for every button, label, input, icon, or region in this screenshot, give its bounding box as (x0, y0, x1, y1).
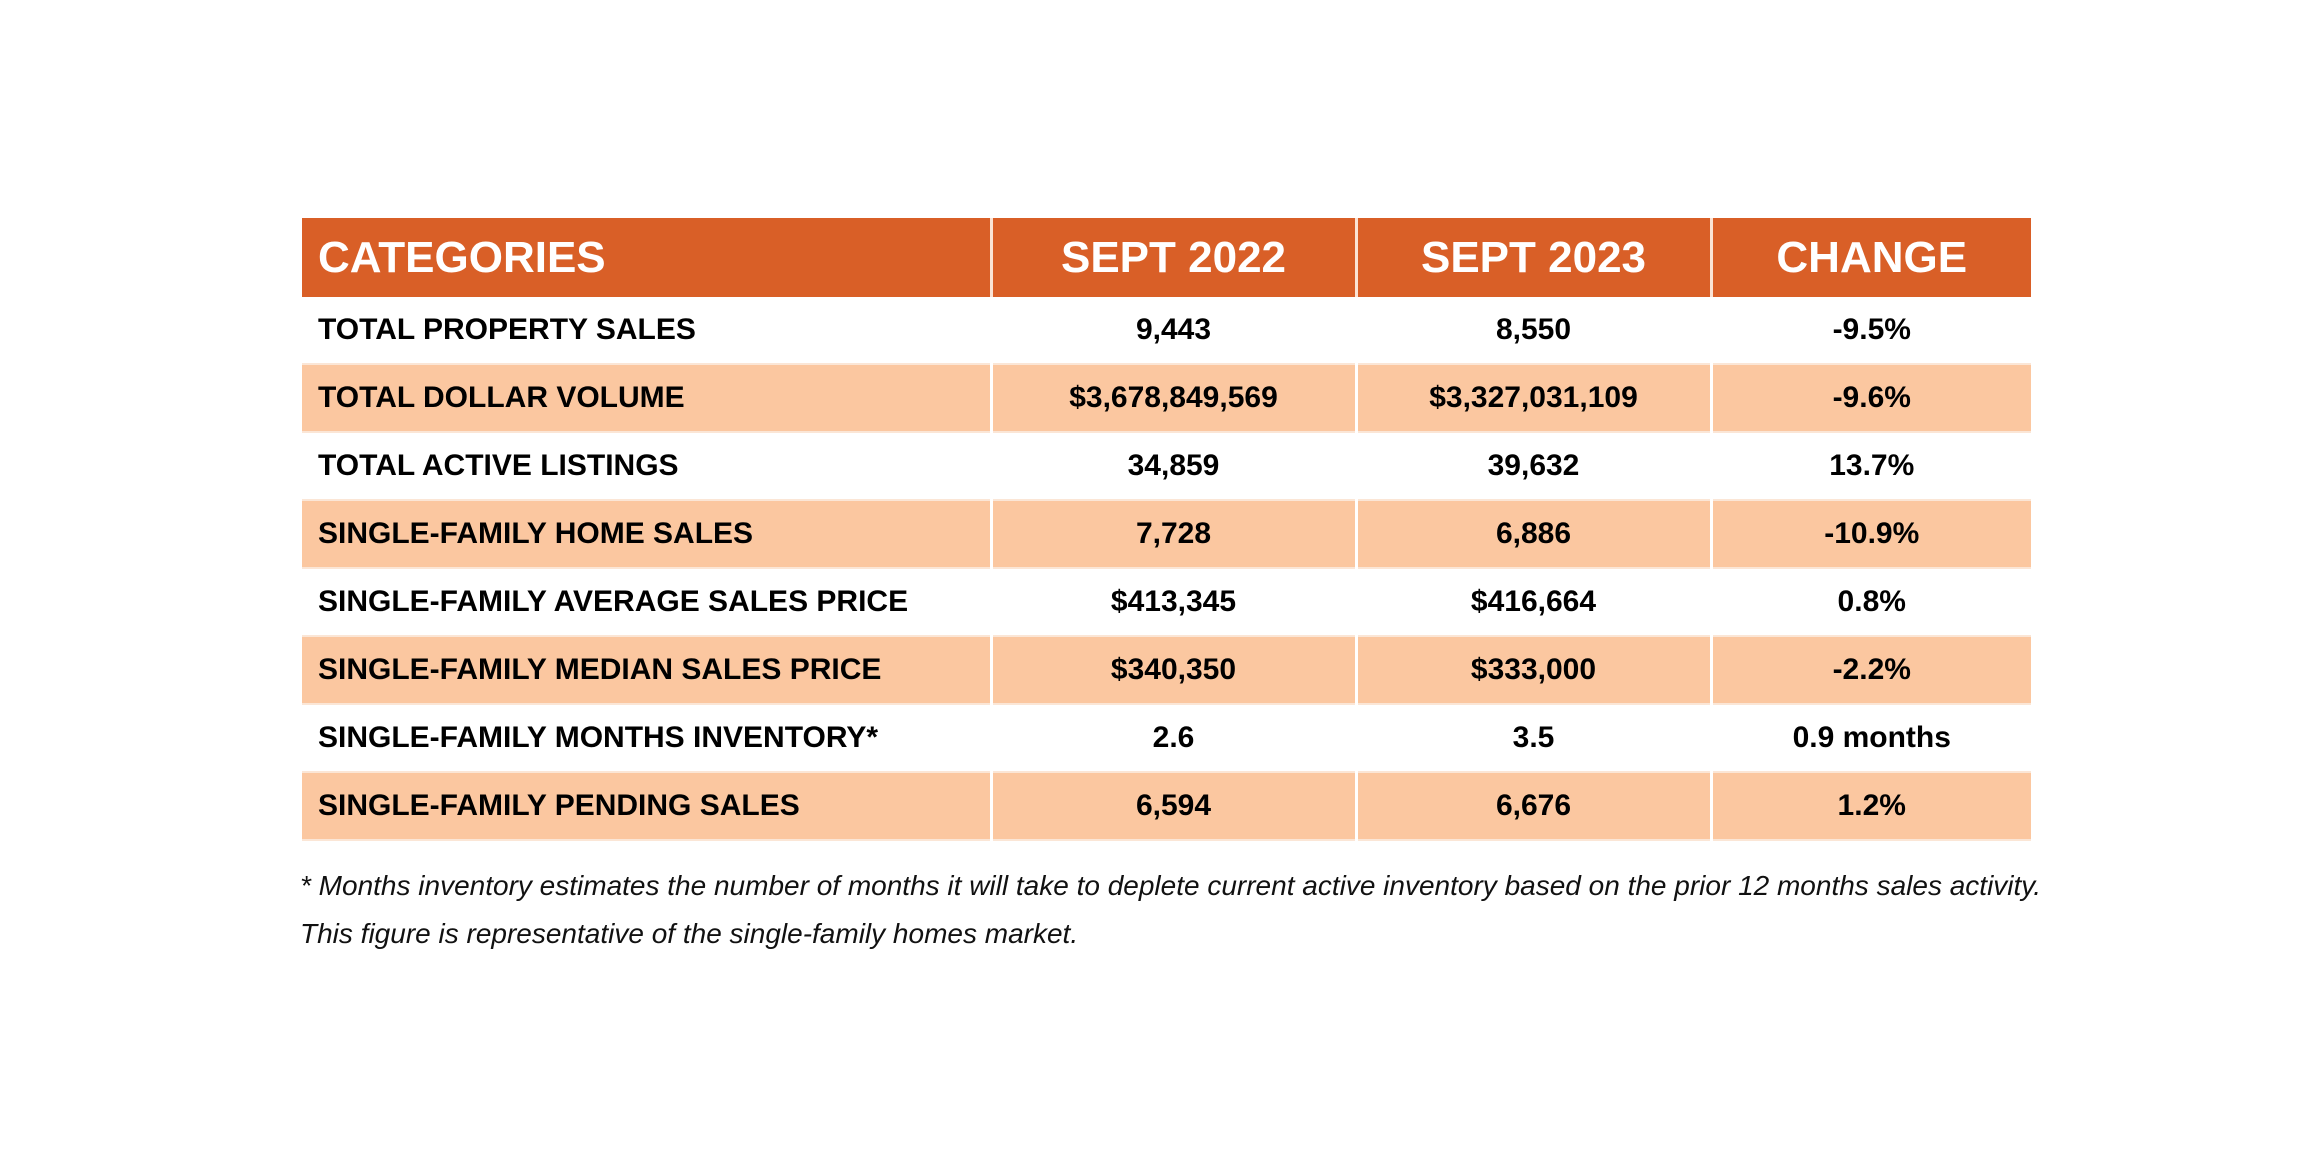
cell-sept-2023: $333,000 (1356, 635, 1713, 705)
cell-change: 13.7% (1829, 449, 1915, 482)
cell-change: 1.2% (1711, 771, 2031, 841)
cell-sept-2022: 34,859 (991, 432, 1358, 500)
table-row: SINGLE-FAMILY AVERAGE SALES PRICE $413,34… (302, 568, 2031, 636)
cell-category: SINGLE-FAMILY MEDIAN SALES PRICE (302, 635, 993, 705)
cell-sept-2023: 6,676 (1356, 771, 1713, 841)
header-sept-2022: SEPT 2022 (991, 218, 1358, 297)
header-change: CHANGE (1711, 218, 2031, 297)
header-sept-2023: SEPT 2023 (1356, 218, 1713, 297)
cell-category: TOTAL PROPERTY SALES (302, 297, 993, 364)
cell-sept-2023: $3,327,031,109 (1356, 363, 1713, 433)
cell-sept-2023: $416,664 (1356, 568, 1713, 636)
table-row: SINGLE-FAMILY MONTHS INVENTORY* 2.6 3.5 0.9… (302, 704, 2031, 772)
cell-sept-2022: 7,728 (991, 499, 1358, 569)
cell-category: TOTAL ACTIVE LISTINGS (302, 432, 993, 500)
cell-sept-2022: $413,345 (991, 568, 1358, 636)
table-row: TOTAL PROPERTY SALES 9,443 8,550 -9.5% (302, 297, 2031, 364)
cell-sept-2023: 6,886 (1356, 499, 1713, 569)
header-categories: CATEGORIES (302, 218, 993, 297)
cell-category: TOTAL DOLLAR VOLUME (302, 363, 993, 433)
header-row: CATEGORIES SEPT 2022 SEPT 2023 CHANGE (302, 218, 2031, 297)
cell-sept-2022: $3,678,849,569 (991, 363, 1358, 433)
cell-sept-2022: $340,350 (991, 635, 1358, 705)
cell-change: -9.6% (1711, 363, 2031, 433)
cell-sept-2023: 39,632 (1356, 432, 1713, 500)
cell-change: 0.8% (1837, 585, 1906, 618)
table-row: SINGLE-FAMILY PENDING SALES 6,594 6,676 1.2… (302, 771, 2031, 841)
table-row: TOTAL DOLLAR VOLUME $3,678,849,569 $3,327,… (302, 363, 2031, 433)
market-stats-table: CATEGORIES SEPT 2022 SEPT 2023 CHANGE TO… (302, 218, 2031, 841)
footnote: * Months inventory estimates the number … (300, 870, 2042, 949)
cell-category: SINGLE-FAMILY AVERAGE SALES PRICE (302, 568, 993, 636)
cell-sept-2022: 2.6 (991, 704, 1358, 772)
cell-sept-2023: 3.5 (1356, 704, 1713, 772)
cell-change: 0.9 months (1792, 721, 1951, 754)
cell-sept-2022: 6,594 (991, 771, 1358, 841)
cell-category: SINGLE-FAMILY PENDING SALES (302, 771, 993, 841)
cell-category: SINGLE-FAMILY HOME SALES (302, 499, 993, 569)
cell-change: -2.2% (1711, 635, 2031, 705)
cell-sept-2023: 8,550 (1356, 297, 1713, 364)
cell-category: SINGLE-FAMILY MONTHS INVENTORY* (302, 704, 993, 772)
table-row: TOTAL ACTIVE LISTINGS 34,859 39,632 13.7% (302, 432, 2031, 500)
cell-change: -10.9% (1711, 499, 2031, 569)
table-row: SINGLE-FAMILY HOME SALES 7,728 6,886 -10.9% (302, 499, 2031, 569)
cell-sept-2022: 9,443 (991, 297, 1358, 364)
table-row: SINGLE-FAMILY MEDIAN SALES PRICE $340,350… (302, 635, 2031, 705)
cell-change: -9.5% (1832, 313, 1911, 346)
